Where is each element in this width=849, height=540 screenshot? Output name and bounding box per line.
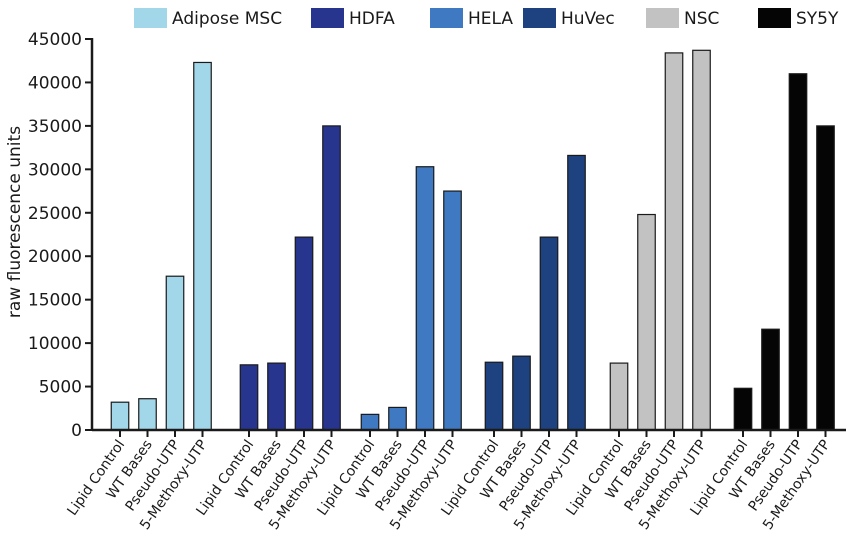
bar [110,401,130,431]
legend-swatch [311,8,344,28]
legend-item: HELA [430,8,513,29]
bar-group [239,125,341,431]
legend-item: HDFA [311,8,395,29]
bar [267,362,286,431]
bar [294,236,314,431]
bar [165,275,185,431]
legend-label: HuVec [561,9,615,29]
bar [637,213,656,431]
legend: Adipose MSC HDFA HELA HuVec NSC SY5Y [134,8,839,29]
y-tick-label: 15000 [28,291,82,311]
y-axis-label: raw fluorescence units [5,126,25,318]
legend-label: SY5Y [796,9,839,29]
bar-group [110,61,212,431]
legend-swatch [430,8,463,28]
y-tick-label: 20000 [28,247,82,267]
bar [415,166,435,431]
legend-item: NSC [646,8,719,29]
bar [388,406,407,431]
y-tick-label: 0 [71,421,82,441]
bar [193,61,212,431]
bar [539,236,559,431]
bar [609,362,629,431]
legend-label: HELA [468,9,513,29]
legend-item: HuVec [523,8,615,29]
bar-group [733,73,835,431]
legend-swatch [646,8,679,28]
bar [239,364,259,431]
legend-item: SY5Y [758,8,839,29]
bar-group [609,49,711,431]
legend-label: NSC [684,9,719,29]
bar-group [360,166,462,431]
bars [110,49,835,431]
bar [664,52,684,431]
y-tick-label: 10000 [28,334,82,354]
bar [360,413,380,431]
y-tick-label: 30000 [28,160,82,180]
bar [692,49,711,431]
y-tick-label: 5000 [39,378,82,398]
bar [138,398,157,431]
legend-swatch [523,8,556,28]
bar [788,73,808,431]
bar [567,154,586,431]
y-tick-label: 45000 [28,30,82,50]
bar [733,387,753,431]
legend-swatch [758,8,791,28]
legend-label: Adipose MSC [172,9,282,29]
legend-label: HDFA [349,9,395,29]
y-tick-label: 25000 [28,204,82,224]
legend-swatch [134,8,167,28]
y-tick-label: 35000 [28,117,82,137]
legend-item: Adipose MSC [134,8,282,29]
bar-group [484,154,586,431]
bar [322,125,341,431]
y-tick-label: 40000 [28,73,82,93]
bar [761,328,780,431]
bar [484,361,504,431]
y-axis: 0 5000 10000 15000 20000 25000 30000 35000 40000… [28,30,94,441]
bar [512,355,531,431]
bar [443,190,462,431]
bar [816,125,835,431]
